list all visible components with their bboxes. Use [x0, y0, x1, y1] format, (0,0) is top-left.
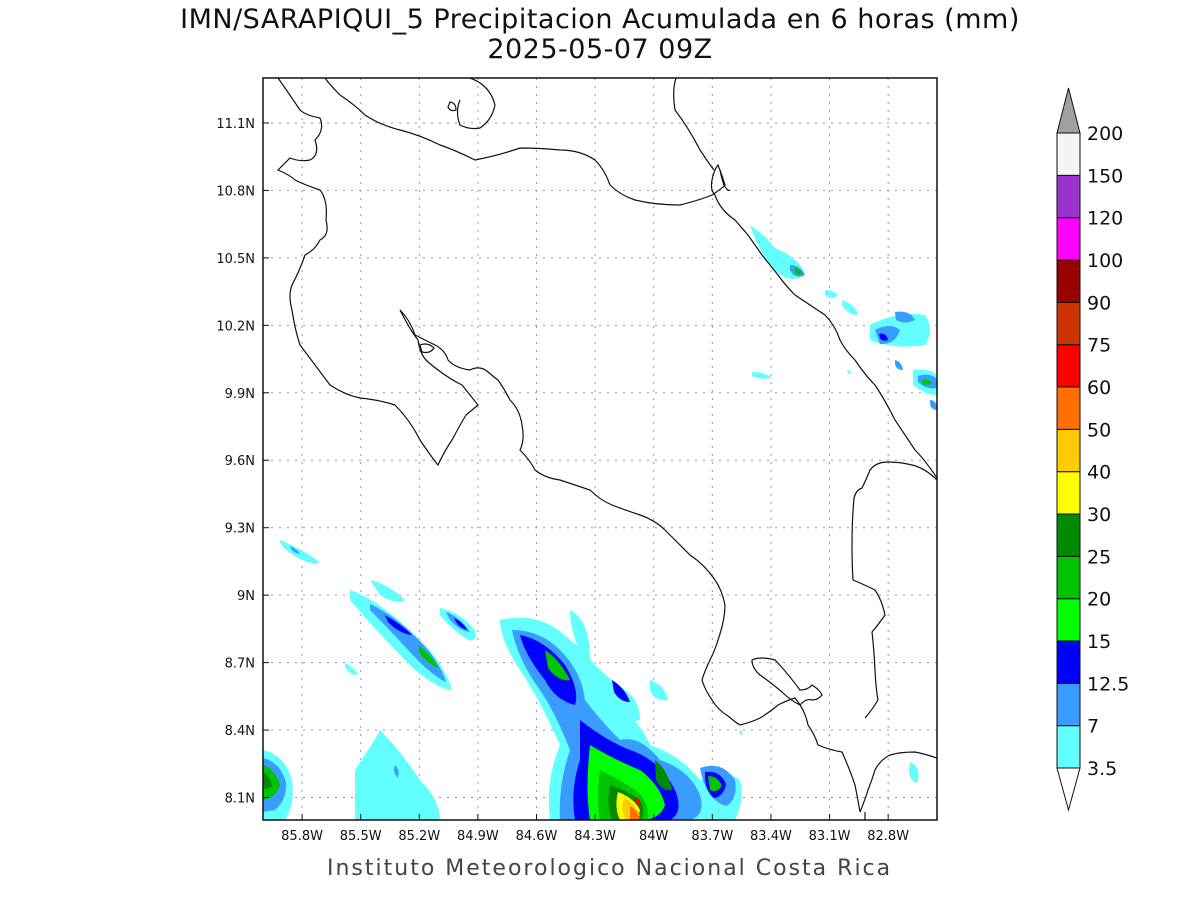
colorbar-swatch — [1056, 301, 1081, 346]
colorbar-swatch — [1056, 217, 1081, 261]
colorbar-over-arrow — [1056, 87, 1081, 134]
lat-tick-label: 9.3N — [225, 522, 255, 537]
axis-ticks: 85.8W 85.5W 85.2W 84.9W 84.6W 84.3W 84W 83.7W 83… — [216, 117, 909, 844]
colorbar-level-label: 30 — [1087, 504, 1111, 526]
colorbar-level-label: 50 — [1087, 419, 1111, 441]
colorbar-swatch — [1056, 344, 1081, 388]
colorbar-level-label: 15 — [1087, 631, 1111, 653]
colorbar-level-label: 75 — [1087, 335, 1111, 357]
lon-tick-label: 84.9W — [457, 829, 499, 844]
lat-tick-label: 8.4N — [225, 724, 255, 739]
lon-tick-label: 85.8W — [281, 829, 323, 844]
colorbar-swatch — [1056, 725, 1081, 769]
lon-tick-label: 84.3W — [574, 829, 616, 844]
rain-cluster-south-edge — [263, 730, 919, 820]
lat-tick-label: 9N — [237, 589, 255, 604]
lat-tick-label: 9.9N — [225, 387, 255, 402]
map-datetime: 2025-05-07 09Z — [487, 34, 713, 65]
precipitation-field — [263, 78, 937, 820]
colorbar: 3.5 7 12.5 15 20 25 30 40 50 60 75 90 100 120 150 200 — [1056, 87, 1129, 812]
colorbar-level-label: 7 — [1087, 716, 1099, 738]
colorbar-swatch — [1056, 386, 1081, 430]
colorbar-level-label: 200 — [1087, 123, 1123, 145]
colorbar-level-label: 40 — [1087, 462, 1111, 484]
lon-tick-label: 83.1W — [809, 829, 851, 844]
map-gridlines — [263, 78, 937, 820]
colorbar-swatch — [1056, 174, 1081, 219]
map-title: IMN/SARAPIQUI_5 Precipitacion Acumulada … — [180, 4, 1020, 35]
map-frame — [262, 77, 938, 821]
lat-tick-label: 8.7N — [225, 657, 255, 672]
colorbar-level-label: 12.5 — [1087, 673, 1129, 695]
colorbar-swatch — [1056, 259, 1081, 303]
colorbar-swatch — [1056, 682, 1081, 727]
lon-tick-label: 83.7W — [691, 829, 733, 844]
lon-tick-label: 84W — [639, 829, 669, 844]
lon-tick-label: 85.5W — [340, 829, 382, 844]
lon-tick-label: 84.6W — [516, 829, 558, 844]
lat-tick-label: 10.5N — [216, 252, 255, 267]
lat-tick-label: 10.8N — [216, 184, 255, 199]
rain-band-southwest — [280, 540, 476, 690]
colorbar-swatch — [1056, 598, 1081, 642]
colorbar-swatch — [1056, 471, 1081, 515]
lat-tick-label: 11.1N — [216, 117, 255, 132]
colorbar-level-label: 60 — [1087, 377, 1111, 399]
colorbar-level-label: 3.5 — [1087, 758, 1117, 780]
lon-tick-label: 85.2W — [398, 829, 440, 844]
rain-cluster-osa — [500, 610, 743, 820]
lat-tick-label: 8.1N — [225, 792, 255, 807]
lon-tick-label: 82.8W — [867, 829, 909, 844]
map-footer-credit: Instituto Meteorologico Nacional Costa R… — [327, 856, 893, 881]
rain-cluster-caribbean — [345, 225, 937, 675]
colorbar-swatch — [1056, 640, 1081, 684]
colorbar-swatch — [1056, 513, 1081, 557]
colorbar-swatch — [1056, 428, 1081, 473]
colorbar-level-label: 100 — [1087, 250, 1123, 272]
colorbar-level-label: 120 — [1087, 208, 1123, 230]
colorbar-swatch — [1056, 132, 1081, 176]
colorbar-swatch — [1056, 555, 1081, 600]
colorbar-level-label: 150 — [1087, 165, 1123, 187]
colorbar-level-label: 20 — [1087, 589, 1111, 611]
colorbar-level-label: 25 — [1087, 546, 1111, 568]
lon-tick-label: 83.4W — [750, 829, 792, 844]
lat-tick-label: 9.6N — [225, 454, 255, 469]
coastlines — [276, 78, 937, 820]
colorbar-level-label: 90 — [1087, 292, 1111, 314]
colorbar-under-arrow — [1056, 767, 1081, 812]
lat-tick-label: 10.2N — [216, 319, 255, 334]
